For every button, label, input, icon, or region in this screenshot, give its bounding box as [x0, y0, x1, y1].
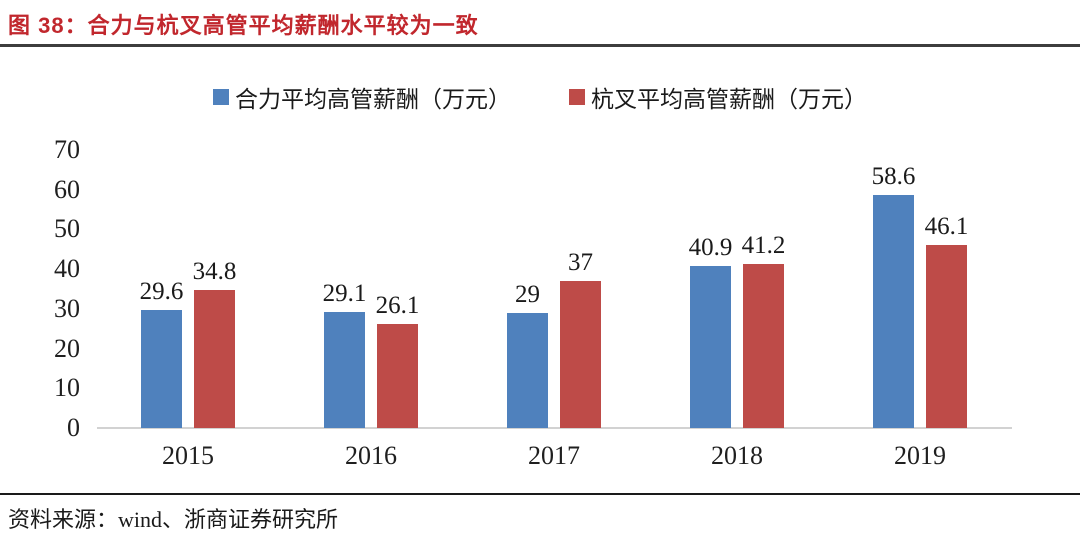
data-label-series1-2018: 40.9	[688, 233, 733, 261]
bar-series2-2016	[377, 324, 418, 428]
legend-label-heli: 合力平均高管薪酬（万元）	[235, 87, 511, 112]
y-axis-tick-20: 20	[54, 333, 80, 363]
legend-item-hangcha: 杭叉平均高管薪酬（万元）	[569, 80, 867, 114]
y-axis-tick-30: 30	[54, 293, 80, 323]
data-label-series2-2017: 37	[568, 249, 593, 277]
bar-series2-2018	[743, 264, 784, 428]
y-axis-tick-50: 50	[54, 214, 80, 244]
y-axis-tick-0: 0	[67, 413, 80, 442]
data-label-series2-2016: 26.1	[375, 292, 420, 320]
y-axis-tick-60: 60	[54, 174, 80, 204]
data-label-series2-2019: 46.1	[924, 212, 969, 240]
y-axis-tick-40: 40	[54, 254, 80, 284]
x-axis-label-2019: 2019	[894, 441, 946, 470]
y-axis-tick-70: 70	[54, 135, 80, 164]
data-label-series2-2015: 34.8	[192, 257, 237, 285]
bar-series1-2019	[873, 195, 914, 428]
data-label-series2-2018: 41.2	[741, 232, 786, 260]
legend-label-hangcha: 杭叉平均高管薪酬（万元）	[591, 87, 867, 112]
x-axis-label-2017: 2017	[528, 441, 580, 470]
x-axis-line	[97, 427, 1012, 429]
bar-series1-2018	[690, 265, 731, 428]
bar-series2-2015	[194, 289, 235, 428]
x-axis-label-2018: 2018	[711, 441, 763, 470]
source-text: 资料来源：wind、浙商证券研究所	[8, 507, 339, 532]
source-divider	[0, 493, 1080, 495]
x-axis-label-2016: 2016	[345, 441, 397, 470]
x-axis-label-2015: 2015	[162, 441, 214, 470]
data-label-series1-2017: 29	[515, 280, 540, 308]
title-divider	[0, 44, 1080, 47]
y-axis-tick-10: 10	[54, 373, 80, 403]
data-label-series1-2015: 29.6	[139, 278, 184, 306]
legend-swatch-blue-icon	[213, 89, 229, 105]
legend-item-heli: 合力平均高管薪酬（万元）	[213, 80, 511, 114]
bar-series1-2016	[324, 312, 365, 428]
bar-series1-2015	[141, 310, 182, 428]
bar-series2-2017	[560, 281, 601, 428]
bar-series1-2017	[507, 312, 548, 428]
figure-title: 图 38：合力与杭叉高管平均薪酬水平较为一致	[8, 13, 479, 38]
data-label-series1-2016: 29.1	[322, 280, 367, 308]
legend-swatch-red-icon	[569, 89, 585, 105]
bar-series2-2019	[926, 244, 967, 428]
chart-legend: 合力平均高管薪酬（万元） 杭叉平均高管薪酬（万元）	[0, 80, 1080, 114]
data-label-series1-2019: 58.6	[871, 163, 916, 191]
